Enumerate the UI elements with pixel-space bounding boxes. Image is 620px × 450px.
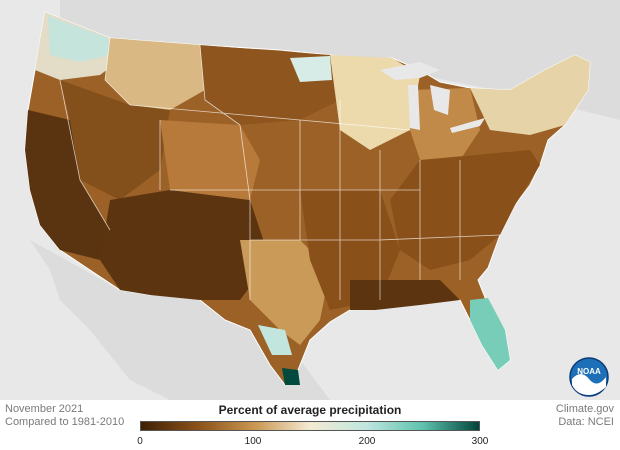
colorado-plains-region [160, 120, 260, 200]
texas-coast-wet [258, 325, 292, 355]
legend-tick-300: 300 [471, 436, 489, 447]
precipitation-map: NOAA [24, 0, 620, 402]
texas-extreme-wet [282, 368, 300, 385]
source-site: Climate.gov [555, 403, 614, 415]
noaa-logo: NOAA [569, 357, 609, 402]
southeast-region [390, 150, 540, 270]
california-region [25, 110, 110, 260]
washington-wet-region [48, 16, 110, 62]
footer: November 2021 Compared to 1981-2010 Perc… [0, 400, 620, 450]
great-basin-region [60, 80, 170, 200]
state-borders [59, 37, 501, 300]
footer-period-info: November 2021 Compared to 1981-2010 [5, 403, 124, 429]
lake-erie [450, 118, 485, 133]
lake-huron [430, 85, 450, 115]
lake-superior [380, 62, 440, 80]
dakota-wet-region [290, 56, 332, 82]
footer-source-info: Climate.gov Data: NCEI [556, 403, 614, 429]
legend-tick-0: 0 [137, 436, 143, 447]
source-data: Data: NCEI [558, 416, 614, 428]
northern-rockies-region [105, 38, 205, 110]
northeast-region [470, 55, 590, 135]
texas-region [240, 240, 330, 345]
legend-title: Percent of average precipitation [218, 403, 402, 417]
gulf-coast-region [350, 280, 460, 310]
florida-region [470, 298, 510, 370]
period-label: November 2021 [5, 403, 84, 415]
legend-tick-100: 100 [244, 436, 262, 447]
mexico-land [30, 240, 330, 400]
southwest-region [100, 190, 270, 300]
lake-michigan [408, 85, 420, 130]
map-svg [24, 0, 620, 400]
great-lakes-region [410, 88, 480, 160]
legend-color-bar [140, 421, 480, 431]
canada-land [60, 0, 620, 120]
legend-tick-200: 200 [358, 436, 376, 447]
baseline-label: Compared to 1981-2010 [5, 416, 125, 428]
noaa-logo-text: NOAA [577, 367, 601, 376]
